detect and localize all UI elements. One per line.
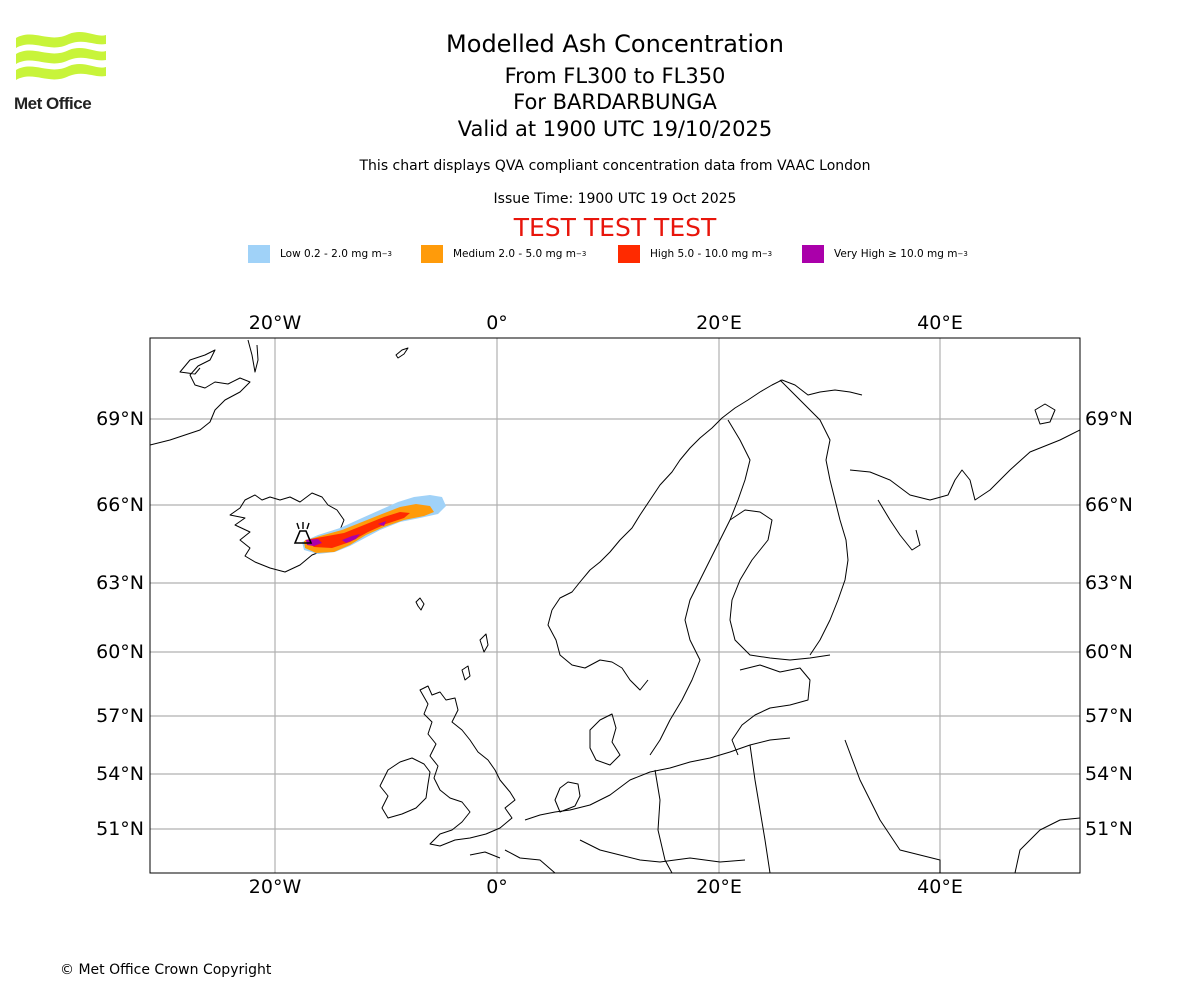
lon-tick-bottom-0: 0°: [486, 876, 508, 898]
lat-tick-left-60n: 60°N: [96, 641, 144, 663]
lon-tick-bottom-40e: 40°E: [917, 876, 963, 898]
lat-tick-right-57n: 57°N: [1085, 705, 1133, 727]
legend-unit-exp-low: −3: [381, 250, 393, 258]
flight-level-range: From FL300 to FL350: [504, 64, 726, 88]
lat-tick-left-69n: 69°N: [96, 408, 144, 430]
lon-tick-top-20w: 20°W: [249, 312, 302, 334]
issue-time: Issue Time: 1900 UTC 19 Oct 2025: [493, 191, 737, 207]
map-frame: [149, 337, 1081, 874]
legend-label-high: High 5.0 - 10.0 mg m: [650, 248, 762, 260]
legend-unit-exp-medium: −3: [575, 250, 587, 258]
legend-unit-exp-very-high: −3: [957, 250, 968, 258]
volcano-icon: [293, 522, 313, 544]
map-frame-contents: [150, 338, 1080, 873]
legend-item-high: High 5.0 - 10.0 mg m −3: [618, 244, 772, 264]
legend-label-low: Low 0.2 - 2.0 mg m: [280, 248, 382, 260]
legend-label-very-high: Very High ≥ 10.0 mg m: [834, 248, 958, 260]
lon-tick-top-0: 0°: [486, 312, 508, 334]
logo-waves-icon: [16, 32, 106, 80]
lat-tick-left-57n: 57°N: [96, 705, 144, 727]
met-office-logo: Met Office: [14, 30, 109, 113]
ash-plume: [302, 495, 446, 554]
ash-band-very-high: [306, 521, 386, 546]
lat-tick-left-51n: 51°N: [96, 818, 144, 840]
ash-band-high: [305, 512, 410, 548]
lat-tick-left-54n: 54°N: [96, 763, 144, 785]
coastlines: [150, 339, 1080, 873]
lat-tick-right-69n: 69°N: [1085, 408, 1133, 430]
logo-text: Met Office: [14, 94, 92, 113]
legend-swatch-high: [618, 245, 640, 263]
legend-item-medium: Medium 2.0 - 5.0 mg m −3: [421, 244, 586, 264]
lat-tick-right-66n: 66°N: [1085, 494, 1133, 516]
lon-tick-bottom-20w: 20°W: [249, 876, 302, 898]
lat-tick-right-60n: 60°N: [1085, 641, 1133, 663]
volcano-name: For BARDARBUNGA: [513, 90, 717, 114]
lon-tick-top-40e: 40°E: [917, 312, 963, 334]
legend-unit-exp-high: −3: [761, 250, 773, 258]
lat-tick-right-54n: 54°N: [1085, 763, 1133, 785]
lon-tick-bottom-20e: 20°E: [696, 876, 742, 898]
chart-title: Modelled Ash Concentration: [446, 30, 784, 58]
lat-tick-right-63n: 63°N: [1085, 572, 1133, 594]
legend-label-medium: Medium 2.0 - 5.0 mg m: [453, 248, 576, 260]
lat-tick-right-51n: 51°N: [1085, 818, 1133, 840]
valid-time: Valid at 1900 UTC 19/10/2025: [457, 117, 773, 141]
legend-swatch-very-high: [802, 245, 824, 263]
legend-swatch-low: [248, 245, 270, 263]
legend-swatch-medium: [421, 245, 443, 263]
copyright-notice: © Met Office Crown Copyright: [60, 962, 272, 978]
test-banner: TEST TEST TEST: [513, 213, 717, 242]
legend-item-very-high: Very High ≥ 10.0 mg m −3: [802, 244, 968, 264]
lon-tick-top-20e: 20°E: [696, 312, 742, 334]
legend-item-low: Low 0.2 - 2.0 mg m −3: [248, 244, 392, 264]
lat-tick-left-63n: 63°N: [96, 572, 144, 594]
graticule: [150, 338, 1080, 873]
lat-tick-left-66n: 66°N: [96, 494, 144, 516]
chart-description: This chart displays QVA compliant concen…: [359, 158, 871, 174]
